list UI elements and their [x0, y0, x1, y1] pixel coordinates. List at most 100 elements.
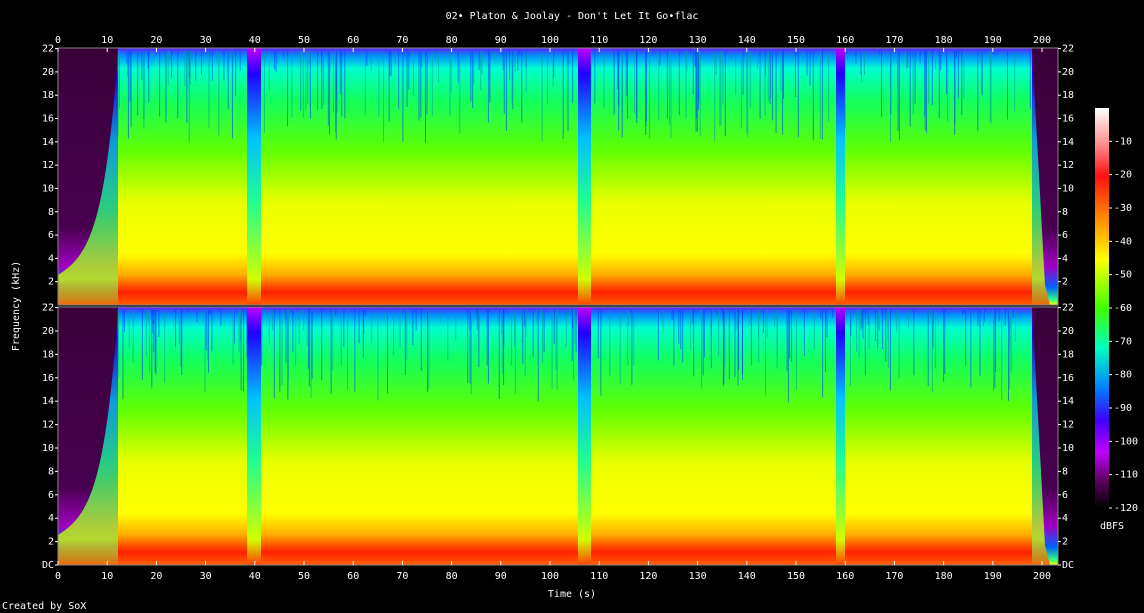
- x-tick-label: 170: [885, 571, 903, 582]
- x-tick-label: 110: [590, 571, 608, 582]
- x-tick-label: 200: [1033, 35, 1051, 46]
- y-tick-label: 20: [42, 67, 54, 78]
- y-tick-label: 8: [1062, 207, 1068, 218]
- y-tick-label: 16: [1062, 373, 1074, 384]
- colorbar: [1095, 108, 1109, 508]
- x-tick-label: 130: [689, 35, 707, 46]
- y-tick-label: 8: [48, 207, 54, 218]
- y-tick-label: 18: [42, 90, 54, 101]
- spectrogram-segment: [261, 48, 578, 305]
- y-tick-label: 22: [1062, 303, 1074, 314]
- colorbar-tick-label: -100: [1114, 436, 1138, 447]
- x-tick-label: 60: [347, 35, 359, 46]
- x-tick-label: 120: [639, 35, 657, 46]
- y-tick-label: 18: [1062, 90, 1074, 101]
- x-axis-label: Time (s): [548, 589, 596, 600]
- colorbar-label: dBFS: [1100, 521, 1124, 532]
- x-tick-label: 170: [885, 35, 903, 46]
- y-tick-label: 2: [48, 277, 54, 288]
- outro-fall: [1032, 48, 1050, 305]
- spectrogram-segment: [247, 307, 261, 565]
- colorbar-tick-label: -60: [1114, 303, 1132, 314]
- colorbar-tick-label: -80: [1114, 370, 1132, 381]
- colorbar-tick-label: -20: [1114, 170, 1132, 181]
- colorbar-tick-label: -10: [1114, 136, 1132, 147]
- x-tick-label: 130: [689, 571, 707, 582]
- x-tick-label: 70: [396, 571, 408, 582]
- y-tick-label: 10: [1062, 183, 1074, 194]
- x-tick-label: 50: [298, 571, 310, 582]
- y-tick-label: 10: [1062, 443, 1074, 454]
- intro-rise: [58, 53, 118, 305]
- x-tick-label: 80: [446, 35, 458, 46]
- x-tick-label: 180: [935, 571, 953, 582]
- colorbar-tick-label: -110: [1114, 470, 1138, 481]
- x-tick-label: 20: [150, 35, 162, 46]
- x-tick-label: 60: [347, 571, 359, 582]
- x-tick-label: 90: [495, 35, 507, 46]
- colorbar-tick-label: -40: [1114, 236, 1132, 247]
- x-tick-label: 10: [101, 571, 113, 582]
- x-tick-label: 20: [150, 571, 162, 582]
- x-tick-label: 40: [249, 35, 261, 46]
- y-tick-label: 14: [1062, 137, 1074, 148]
- x-tick-label: 100: [541, 35, 559, 46]
- y-tick-label: 20: [1062, 67, 1074, 78]
- chart-title: 02• Platon & Joolay - Don't Let It Go•fl…: [446, 11, 699, 22]
- y-tick-label: 14: [42, 396, 54, 407]
- spectrogram-segment: [247, 48, 261, 305]
- y-tick-label: 6: [1062, 490, 1068, 501]
- y-tick-label: 4: [48, 253, 54, 264]
- y-tick-label: 10: [42, 443, 54, 454]
- y-tick-label: 2: [1062, 277, 1068, 288]
- y-tick-label: 18: [1062, 349, 1074, 360]
- x-tick-label: 80: [446, 571, 458, 582]
- y-tick-label: 18: [42, 349, 54, 360]
- y-tick-label: 8: [48, 466, 54, 477]
- y-tick-label: 6: [1062, 230, 1068, 241]
- x-tick-label: 140: [738, 571, 756, 582]
- x-tick-label: 120: [639, 571, 657, 582]
- spectrogram-segment: [845, 307, 1032, 565]
- x-tick-label: 140: [738, 35, 756, 46]
- x-tick-label: 150: [787, 35, 805, 46]
- y-tick-label: 2: [1062, 537, 1068, 548]
- y-tick-label: 16: [1062, 114, 1074, 125]
- x-tick-label: 160: [836, 35, 854, 46]
- y-tick-label: 12: [1062, 420, 1074, 431]
- spectrogram-segment: [578, 48, 591, 305]
- colorbar-tick-label: -30: [1114, 203, 1132, 214]
- x-tick-label: 70: [396, 35, 408, 46]
- colorbar-tick-label: -50: [1114, 270, 1132, 281]
- y-tick-label: 12: [42, 160, 54, 171]
- x-tick-label: 10: [101, 35, 113, 46]
- x-tick-label: 200: [1033, 571, 1051, 582]
- colorbar-tick-label: -70: [1114, 336, 1132, 347]
- outro-fall: [1032, 307, 1050, 565]
- x-tick-label: 190: [984, 35, 1002, 46]
- x-tick-label: 110: [590, 35, 608, 46]
- y-tick-label: 16: [42, 114, 54, 125]
- x-tick-label: 0: [55, 35, 61, 46]
- y-tick-label: 4: [1062, 513, 1068, 524]
- colorbar-tick-label: -90: [1114, 403, 1132, 414]
- spectrogram-segment: [118, 307, 247, 565]
- y-tick-label: 22: [42, 44, 54, 55]
- y-tick-label: 10: [42, 183, 54, 194]
- x-tick-label: 0: [55, 571, 61, 582]
- y-tick-label: DC: [42, 560, 54, 571]
- y-tick-label: 16: [42, 373, 54, 384]
- y-tick-label: 20: [1062, 326, 1074, 337]
- y-tick-label: 6: [48, 490, 54, 501]
- y-tick-label: 22: [42, 303, 54, 314]
- spectrogram-segment: [836, 48, 845, 305]
- x-tick-label: 40: [249, 571, 261, 582]
- x-tick-label: 160: [836, 571, 854, 582]
- x-tick-label: 190: [984, 571, 1002, 582]
- x-tick-label: 180: [935, 35, 953, 46]
- spectrogram-segment: [836, 307, 845, 565]
- y-tick-label: 4: [48, 513, 54, 524]
- spectrogram-area: [57, 47, 1059, 566]
